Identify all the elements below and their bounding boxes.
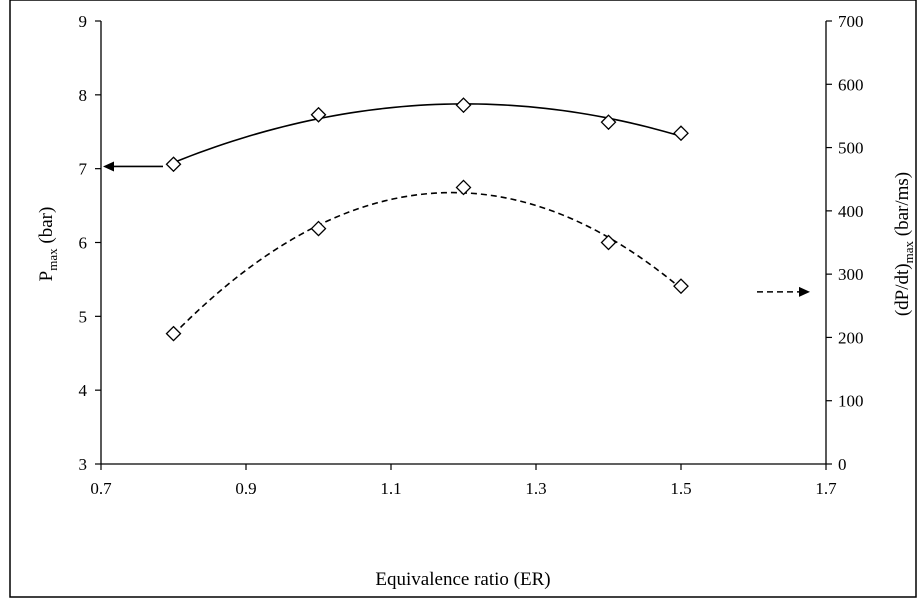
pmax-axis-arrow-head (103, 161, 114, 172)
y-right-tick-label: 0 (838, 455, 847, 474)
pmax-data-point (600, 114, 617, 131)
pmax-data-point (310, 106, 327, 123)
x-tick-label: 1.1 (380, 479, 401, 498)
y-right-tick-label: 700 (838, 12, 864, 31)
y-right-title-sub: max (901, 240, 916, 263)
y-left-tick-label: 6 (79, 234, 88, 253)
dpdt-data-point (455, 179, 472, 196)
y-left-title-main: P (36, 271, 57, 282)
y-left-tick-label: 7 (79, 160, 88, 179)
y-right-tick-label: 300 (838, 265, 864, 284)
x-tick-label: 0.9 (235, 479, 256, 498)
fit-curves (172, 103, 682, 336)
dpdt-data-point (310, 220, 327, 237)
x-tick-label: 1.7 (815, 479, 837, 498)
y-right-tick-label: 200 (838, 328, 864, 347)
y-left-tick-label: 3 (79, 455, 88, 474)
dpdt-fit-curve (172, 191, 682, 336)
y-left-title-sub: max (45, 248, 60, 271)
dpdt-data-point (165, 325, 182, 342)
y-right-axis-title: (dP/dt)max (bar/ms) (892, 172, 916, 316)
y-left-title-unit: (bar) (36, 207, 57, 249)
y-right-title-main: (dP/dt) (892, 263, 913, 316)
y-left-tick-label: 5 (79, 307, 88, 326)
y-right-tick-label: 600 (838, 75, 864, 94)
x-tick-label: 1.5 (670, 479, 691, 498)
y-right-title-unit: (bar/ms) (892, 172, 913, 241)
y-left-tick-label: 9 (79, 12, 88, 31)
y-left-tick-label: 4 (79, 381, 88, 400)
dpdt-data-point (673, 278, 689, 295)
y-left-axis-title: Pmax (bar) (36, 207, 60, 282)
y-right-tick-label: 400 (838, 202, 864, 221)
y-left-tick-label: 8 (79, 86, 88, 105)
x-tick-label: 0.7 (90, 479, 112, 498)
markers (165, 97, 689, 342)
y-right-tick-label: 100 (838, 392, 864, 411)
x-axis-title: Equivalence ratio (ER) (375, 569, 550, 590)
x-tick-label: 1.3 (525, 479, 546, 498)
pmax-data-point (673, 125, 689, 142)
y-right-tick-label: 500 (838, 139, 864, 158)
chart-border (9, 0, 917, 598)
arrows (103, 161, 810, 297)
dpdt-axis-arrow-head (799, 286, 810, 297)
ticks: 0.7 0.9 1.1 1.3 1.5 1.7 3 4 5 6 7 8 9 0 100 200 300 400 50… (79, 12, 864, 498)
pmax-fit-curve (173, 103, 682, 164)
dpdt-data-point (600, 234, 617, 251)
pmax-data-point (455, 97, 472, 114)
pmax-data-point (165, 156, 182, 173)
